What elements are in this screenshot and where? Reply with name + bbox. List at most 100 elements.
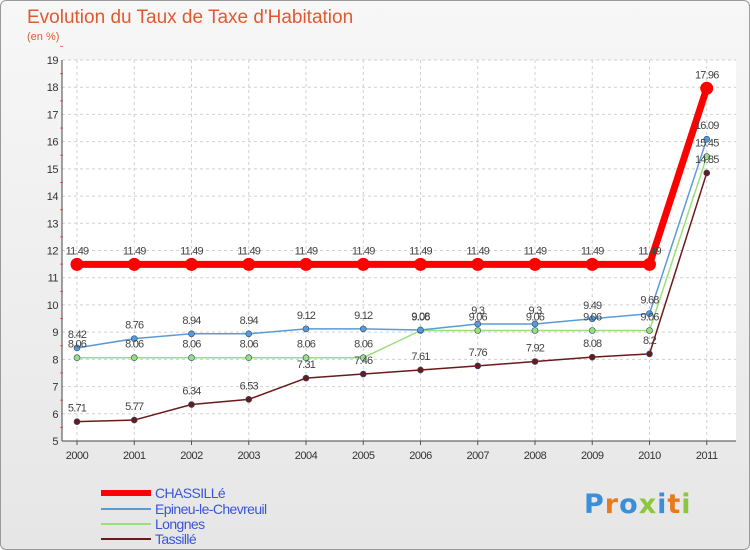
x-tick-label: 2003 (238, 450, 261, 462)
legend-swatch-longnes (101, 523, 151, 525)
data-label: 9.06 (583, 312, 602, 324)
data-point (474, 327, 482, 334)
data-label: 11.49 (524, 245, 547, 257)
data-point (130, 335, 138, 342)
data-point (703, 153, 711, 160)
data-label: 7.31 (297, 359, 316, 371)
legend-label-tassille: Tassillé (155, 531, 197, 547)
data-point (588, 327, 596, 334)
x-tick-label: 2001 (123, 450, 146, 462)
data-point (703, 135, 711, 143)
legend-swatch-chassille (101, 490, 151, 496)
data-label: 5.71 (68, 403, 87, 415)
logo-letter: i (657, 489, 668, 520)
data-point (302, 374, 310, 382)
data-point (356, 257, 370, 271)
x-tick-label: 2010 (638, 450, 661, 462)
data-point (531, 358, 539, 365)
data-label: 8.06 (125, 339, 144, 351)
y-tick-label: 9 (52, 327, 58, 339)
x-tick-label: 2004 (295, 450, 318, 462)
x-tick-label: 2007 (467, 450, 490, 462)
data-point (299, 257, 313, 271)
data-point (646, 310, 653, 317)
data-point (359, 354, 367, 362)
data-point (417, 366, 424, 374)
data-point (474, 362, 482, 370)
data-point (302, 325, 310, 333)
data-point (471, 257, 485, 271)
data-point (588, 315, 596, 323)
x-tick-label: 2009 (581, 450, 604, 462)
data-label: 11.49 (638, 245, 661, 257)
x-tick-label: 2006 (409, 450, 432, 462)
data-point (188, 330, 195, 338)
data-label: 11.49 (66, 245, 89, 257)
data-label: 17.96 (695, 69, 719, 81)
data-point (70, 257, 84, 271)
logo-letter: i (681, 489, 692, 520)
y-tick-label: 7 (52, 382, 58, 394)
data-point (245, 330, 253, 338)
data-label: 6.34 (182, 386, 201, 398)
data-label: 14.85 (695, 154, 719, 166)
chart-title: Evolution du Taux de Taxe d'Habitation (27, 7, 354, 28)
data-point (474, 320, 482, 328)
logo-letter: o (619, 489, 639, 520)
data-point (414, 257, 427, 271)
y-tick-label: 8 (52, 354, 58, 366)
legend-label-chassille: CHASSILLé (155, 485, 226, 501)
data-label: 11.49 (409, 245, 432, 257)
legend-item-tassille: Tassillé (101, 531, 361, 547)
data-point (588, 353, 596, 361)
data-point (245, 396, 253, 403)
legend-item-longnes: Longnes (101, 516, 361, 532)
data-point (700, 81, 714, 95)
data-label: 9.3 (471, 305, 485, 317)
data-label: 9.49 (583, 300, 602, 312)
y-tick-label: 12 (47, 246, 59, 258)
data-label: 5.77 (125, 401, 144, 413)
data-label: 16.09 (695, 120, 719, 132)
data-label: 9.06 (526, 312, 545, 324)
data-point (528, 257, 542, 271)
data-label: 8.94 (182, 315, 201, 327)
y-tick-label: 15 (47, 164, 59, 176)
data-point (188, 401, 195, 408)
data-label: 15.45 (695, 138, 719, 150)
data-point (73, 418, 81, 425)
data-point (242, 257, 256, 271)
data-label: 9.12 (297, 310, 316, 322)
data-label: 8.06 (240, 339, 259, 351)
data-label: 9.06 (640, 312, 659, 324)
data-point (245, 354, 253, 362)
y-tick-label: 17 (47, 109, 59, 121)
data-label: 9.68 (640, 295, 659, 307)
data-point (73, 354, 81, 362)
y-tick-label: 19 (47, 55, 59, 67)
data-label: 8.06 (297, 339, 316, 351)
data-label: 11.49 (466, 245, 489, 257)
data-label: 9.3 (529, 305, 543, 317)
logo-letter: t (667, 489, 682, 520)
series-line (77, 87, 711, 268)
chart-subtitle: (en %) (27, 31, 60, 43)
data-point (130, 354, 138, 362)
data-label: 6.53 (240, 380, 259, 392)
logo-letter: P (584, 489, 605, 520)
data-point (127, 257, 141, 271)
data-label: 8.2 (643, 335, 657, 347)
data-label: 8.06 (354, 339, 373, 351)
data-label: 11.49 (581, 245, 604, 257)
y-tick-label: 16 (47, 137, 59, 149)
legend-swatch-epineu (101, 508, 151, 510)
data-point (73, 344, 81, 352)
legend-label-longnes: Longnes (155, 516, 205, 532)
data-point (585, 257, 599, 271)
data-point (703, 169, 711, 177)
data-point (531, 320, 539, 328)
data-label: 8.42 (68, 329, 87, 341)
x-tick-label: 2011 (696, 450, 718, 462)
